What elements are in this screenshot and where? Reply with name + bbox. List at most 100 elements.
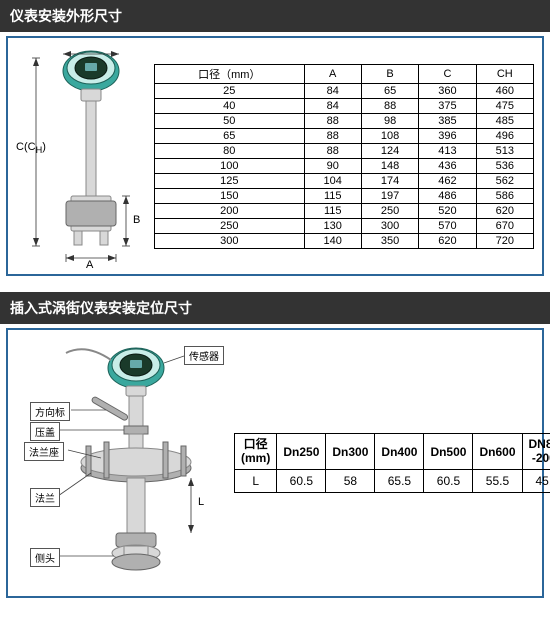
- dim-c-text: C(C: [16, 141, 36, 153]
- t2-h6: DN800 -2000: [529, 437, 550, 464]
- table-cell: 88: [304, 143, 361, 158]
- col-diameter: 口径（mm）: [155, 64, 305, 83]
- table-cell: 670: [476, 218, 533, 233]
- dim-c-label: C(CH): [16, 141, 46, 155]
- label-side-head: 侧头: [30, 548, 60, 567]
- table-cell: 108: [361, 128, 418, 143]
- table-cell: 174: [361, 173, 418, 188]
- label-cover: 压盖: [30, 422, 60, 441]
- dim-c-close: ): [42, 141, 46, 153]
- table-cell: 485: [476, 113, 533, 128]
- meter-diagram-1: [16, 46, 146, 266]
- dim-a-label: A: [86, 259, 93, 271]
- table-cell: 570: [419, 218, 476, 233]
- table-cell: 40: [155, 98, 305, 113]
- table-cell: 413: [419, 143, 476, 158]
- t2-col6: DN800 -2000: [522, 434, 550, 469]
- table-cell: 300: [361, 218, 418, 233]
- table-cell: 460: [476, 83, 533, 98]
- label-sensor: 传感器: [184, 346, 224, 365]
- table-cell: 375: [419, 98, 476, 113]
- table-cell: 620: [476, 203, 533, 218]
- table-cell: 462: [419, 173, 476, 188]
- table-row: 300140350620720: [155, 233, 534, 248]
- table-row: 508898385485: [155, 113, 534, 128]
- t2-rowlabel: L: [235, 469, 277, 492]
- table-cell: 586: [476, 188, 533, 203]
- table-cell: 130: [304, 218, 361, 233]
- diagram2: 传感器 方向标 压盖 法兰座 法兰 侧头 L: [16, 338, 226, 588]
- table-row: 10090148436536: [155, 158, 534, 173]
- table-cell: 486: [419, 188, 476, 203]
- t2-col3: Dn400: [375, 434, 424, 469]
- table2-header-row: 口径 (mm) Dn250 Dn300 Dn400 Dn500 Dn600 DN…: [235, 434, 550, 469]
- table-cell: 88: [361, 98, 418, 113]
- table-cell: 620: [419, 233, 476, 248]
- table-cell: 396: [419, 128, 476, 143]
- table-cell: 475: [476, 98, 533, 113]
- table-row: 408488375475: [155, 98, 534, 113]
- diagram1: C(CH) B A: [16, 46, 146, 266]
- t2-h0: 口径 (mm): [241, 437, 270, 464]
- col-c: C: [419, 64, 476, 83]
- table-cell: 88: [304, 128, 361, 143]
- t2-v4: 55.5: [473, 469, 522, 492]
- table-cell: 50: [155, 113, 305, 128]
- t2-col1: Dn250: [277, 434, 326, 469]
- table-cell: 25: [155, 83, 305, 98]
- table-row: 125104174462562: [155, 173, 534, 188]
- table-row: 8088124413513: [155, 143, 534, 158]
- table-cell: 125: [155, 173, 305, 188]
- table-cell: 84: [304, 83, 361, 98]
- table-cell: 250: [361, 203, 418, 218]
- label-flange: 法兰: [30, 488, 60, 507]
- table-cell: 250: [155, 218, 305, 233]
- table-row: 250130300570670: [155, 218, 534, 233]
- t2-col0: 口径 (mm): [235, 434, 277, 469]
- section1-header: 仪表安装外形尺寸: [0, 0, 550, 32]
- t2-v1: 58: [326, 469, 375, 492]
- table-cell: 98: [361, 113, 418, 128]
- dim-l-label: L: [198, 496, 204, 508]
- table2-data-row: L 60.5 58 65.5 60.5 55.5 45.5: [235, 469, 550, 492]
- table-cell: 115: [304, 188, 361, 203]
- table-cell: 115: [304, 203, 361, 218]
- table-row: 200115250520620: [155, 203, 534, 218]
- t2-v0: 60.5: [277, 469, 326, 492]
- table-cell: 140: [304, 233, 361, 248]
- table-cell: 350: [361, 233, 418, 248]
- section2-header: 插入式涡街仪表安装定位尺寸: [0, 292, 550, 324]
- table-cell: 65: [155, 128, 305, 143]
- table-cell: 720: [476, 233, 533, 248]
- table-cell: 88: [304, 113, 361, 128]
- table-cell: 150: [155, 188, 305, 203]
- dimensions-table-1: 口径（mm） A B C CH 258465360460408488375475…: [154, 64, 534, 249]
- table-cell: 200: [155, 203, 305, 218]
- table-cell: 100: [155, 158, 305, 173]
- t2-v2: 65.5: [375, 469, 424, 492]
- table-cell: 496: [476, 128, 533, 143]
- table-cell: 536: [476, 158, 533, 173]
- table-cell: 562: [476, 173, 533, 188]
- table-cell: 436: [419, 158, 476, 173]
- t2-v5: 45.5: [522, 469, 550, 492]
- dimensions-table-2: 口径 (mm) Dn250 Dn300 Dn400 Dn500 Dn600 DN…: [234, 433, 550, 492]
- table-cell: 84: [304, 98, 361, 113]
- t2-col2: Dn300: [326, 434, 375, 469]
- section2-box: 传感器 方向标 压盖 法兰座 法兰 侧头 L 口径 (mm) Dn250 Dn3…: [6, 328, 544, 598]
- table-cell: 65: [361, 83, 418, 98]
- dim-b-label: B: [133, 214, 140, 226]
- table-cell: 385: [419, 113, 476, 128]
- table-cell: 90: [304, 158, 361, 173]
- table-row: 6588108396496: [155, 128, 534, 143]
- section1-title: 仪表安装外形尺寸: [10, 8, 122, 24]
- col-a: A: [304, 64, 361, 83]
- table-cell: 360: [419, 83, 476, 98]
- table1-header-row: 口径（mm） A B C CH: [155, 64, 534, 83]
- table-cell: 513: [476, 143, 533, 158]
- col-ch: CH: [476, 64, 533, 83]
- label-direction: 方向标: [30, 402, 70, 421]
- t2-col5: Dn600: [473, 434, 522, 469]
- section1-box: C(CH) B A 口径（mm） A B C CH 25846536046040…: [6, 36, 544, 276]
- section2-title: 插入式涡街仪表安装定位尺寸: [10, 300, 192, 316]
